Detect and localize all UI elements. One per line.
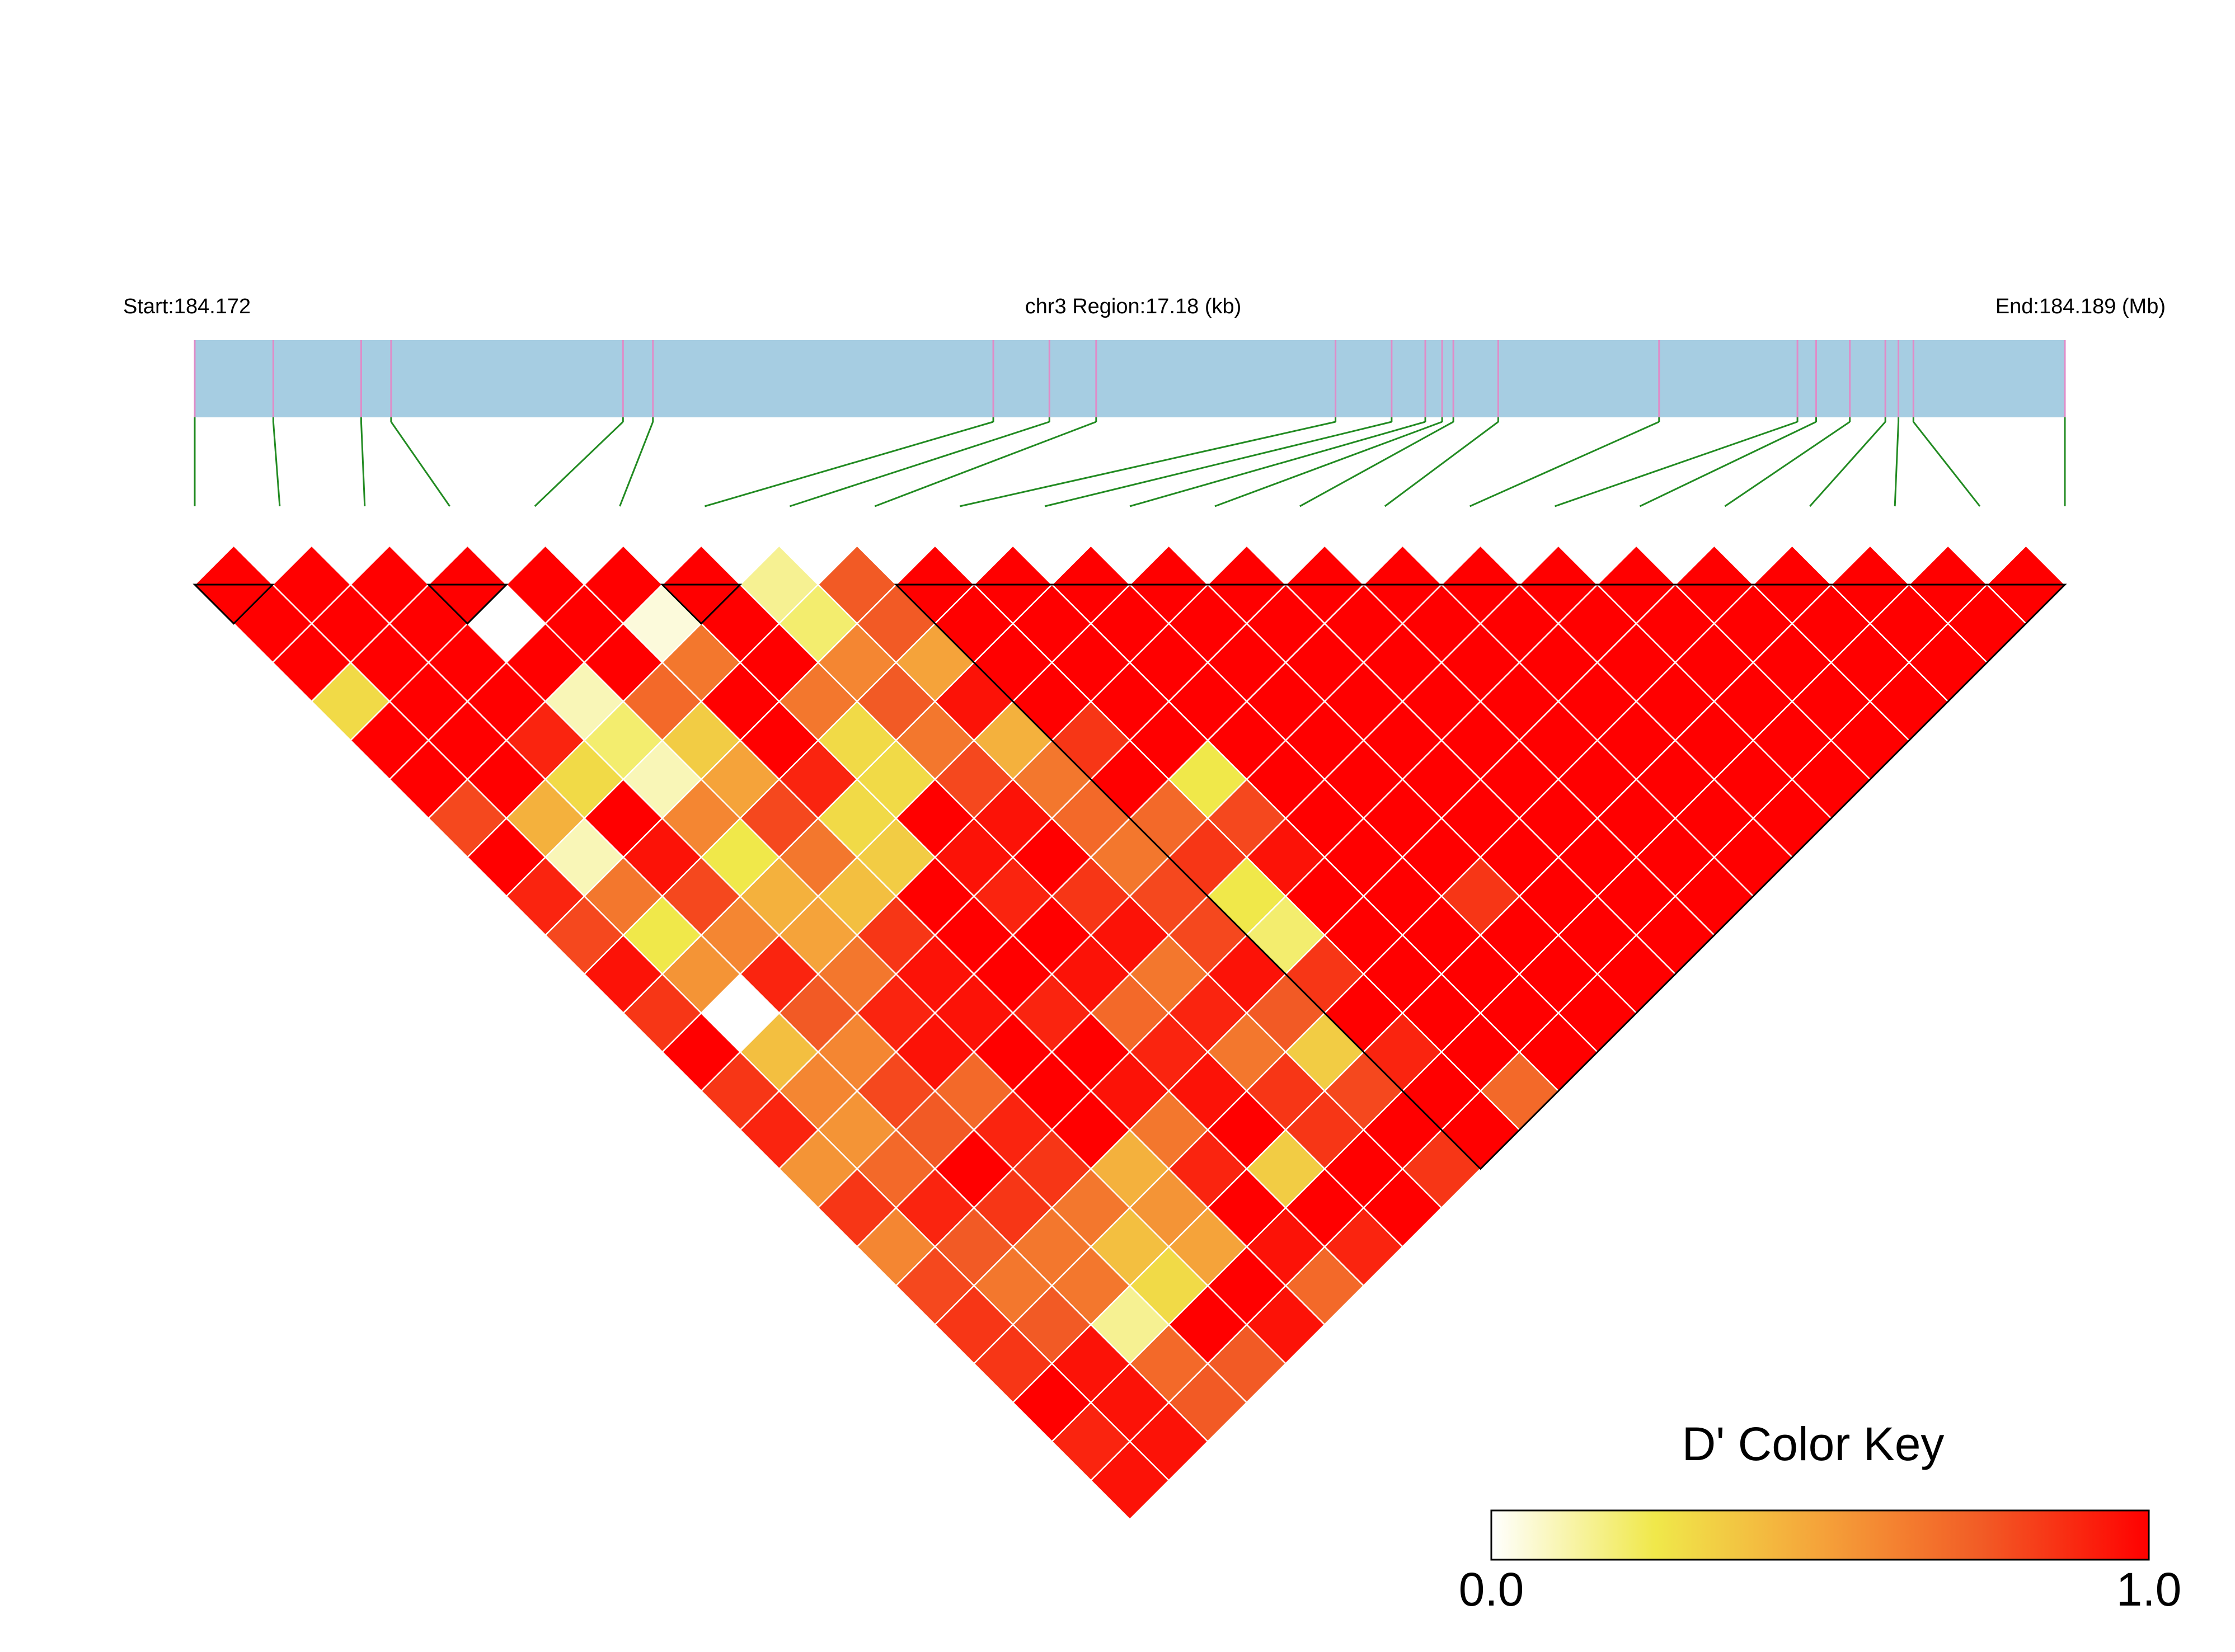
snp-connector-line [789, 421, 1050, 507]
snp-connector-line [1299, 421, 1454, 507]
color-key-min-label: 0.0 [1459, 1563, 1524, 1616]
region-start-label: Start:184.172 [123, 295, 251, 318]
haplotype-block-outlines [192, 583, 2067, 1170]
snp-connector-line [959, 421, 1336, 507]
snp-connector-line [1724, 421, 1851, 507]
haplotype-block-outline [894, 583, 2067, 1170]
snp-connector-line [619, 421, 654, 507]
snp-connector-line [1555, 421, 1798, 507]
snp-connector-line [1809, 421, 1886, 507]
color-key-gradient-bar [1490, 1509, 2150, 1561]
snp-connector-line [272, 421, 281, 507]
haplotype-block-outline [660, 583, 743, 625]
snp-connector-line [1214, 421, 1443, 507]
ld-cell [1090, 1440, 1170, 1521]
snp-connector-line [874, 421, 1097, 507]
snp-connector-line [705, 421, 994, 507]
haplotype-block-outline [192, 583, 275, 625]
snp-connector-line [390, 421, 450, 507]
snp-connector-line [534, 421, 624, 507]
region-end-label: End:184.189 (Mb) [1995, 295, 2166, 318]
snp-connector-line [1469, 421, 1660, 507]
snp-connector-line [1894, 421, 1900, 507]
snp-connector-line [1913, 421, 1981, 507]
color-key-title: D' Color Key [1682, 1418, 1945, 1470]
snp-connector-line [1384, 421, 1499, 507]
snp-connector-line [1129, 421, 1426, 507]
region-center-label: chr3 Region:17.18 (kb) [1025, 295, 1242, 318]
haplotype-block-outline [426, 583, 509, 625]
snp-connector-line [1044, 421, 1392, 507]
snp-connector-lines [194, 417, 2066, 507]
color-key-max-label: 1.0 [2116, 1563, 2182, 1616]
region-track-bar [195, 340, 2065, 417]
snp-connector-line [1639, 421, 1817, 507]
ld-heatmap [194, 544, 2066, 1521]
genomic-region-track [194, 340, 2066, 417]
color-key: D' Color Key 0.0 1.0 [1459, 1418, 2182, 1616]
snp-connector-line [360, 421, 366, 507]
